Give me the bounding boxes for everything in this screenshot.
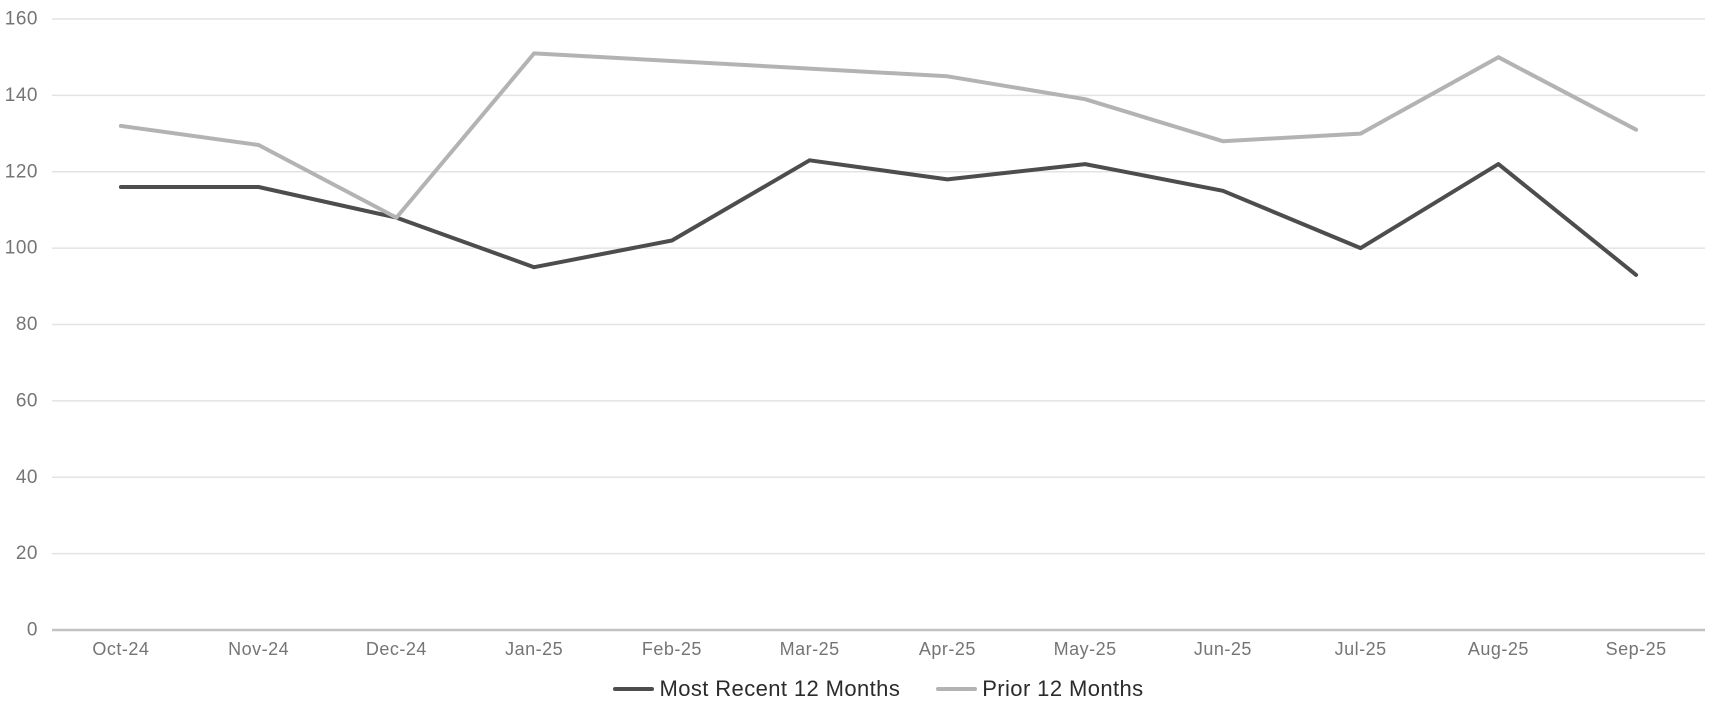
- x-axis-tick-label: Apr-25: [919, 639, 976, 659]
- legend-label-prior: Prior 12 Months: [982, 676, 1144, 701]
- x-axis-tick-label: Aug-25: [1468, 639, 1529, 659]
- legend-line-swatch-most-recent: [613, 687, 655, 691]
- chart-legend: Most Recent 12 Months Prior 12 Months: [52, 674, 1705, 704]
- x-axis-tick-label: Dec-24: [366, 639, 427, 659]
- x-axis-tick-label: Jan-25: [505, 639, 563, 659]
- x-axis-tick-label: Mar-25: [780, 639, 840, 659]
- y-axis-tick-label: 80: [16, 314, 38, 335]
- y-axis-tick-label: 60: [16, 390, 38, 411]
- x-axis-tick-label: Sep-25: [1606, 639, 1667, 659]
- y-axis-tick-label: 20: [16, 543, 38, 564]
- series-line-prior-12-months: [118, 51, 1639, 220]
- y-axis-tick-label: 120: [5, 161, 38, 182]
- series-line-most-recent-12-months: [118, 158, 1639, 277]
- x-axis-tick-label: Nov-24: [228, 639, 289, 659]
- x-axis-tick-label: Jul-25: [1335, 639, 1387, 659]
- y-axis-tick-label: 160: [5, 9, 38, 30]
- x-axis-tick-label: May-25: [1054, 639, 1117, 659]
- legend-label-most-recent: Most Recent 12 Months: [659, 676, 901, 701]
- y-axis-tick-label: 0: [27, 620, 38, 641]
- legend-item-prior: Prior 12 Months: [936, 676, 1143, 702]
- x-axis-tick-label: Oct-24: [92, 639, 149, 659]
- legend-item-most-recent: Most Recent 12 Months: [613, 676, 900, 702]
- y-axis-tick-label: 140: [5, 85, 38, 106]
- x-axis-tick-label: Jun-25: [1194, 639, 1252, 659]
- legend-line-swatch-prior: [936, 687, 978, 691]
- x-axis-tick-label: Feb-25: [642, 639, 702, 659]
- y-axis-tick-label: 100: [5, 238, 38, 259]
- y-axis-tick-label: 40: [16, 467, 38, 488]
